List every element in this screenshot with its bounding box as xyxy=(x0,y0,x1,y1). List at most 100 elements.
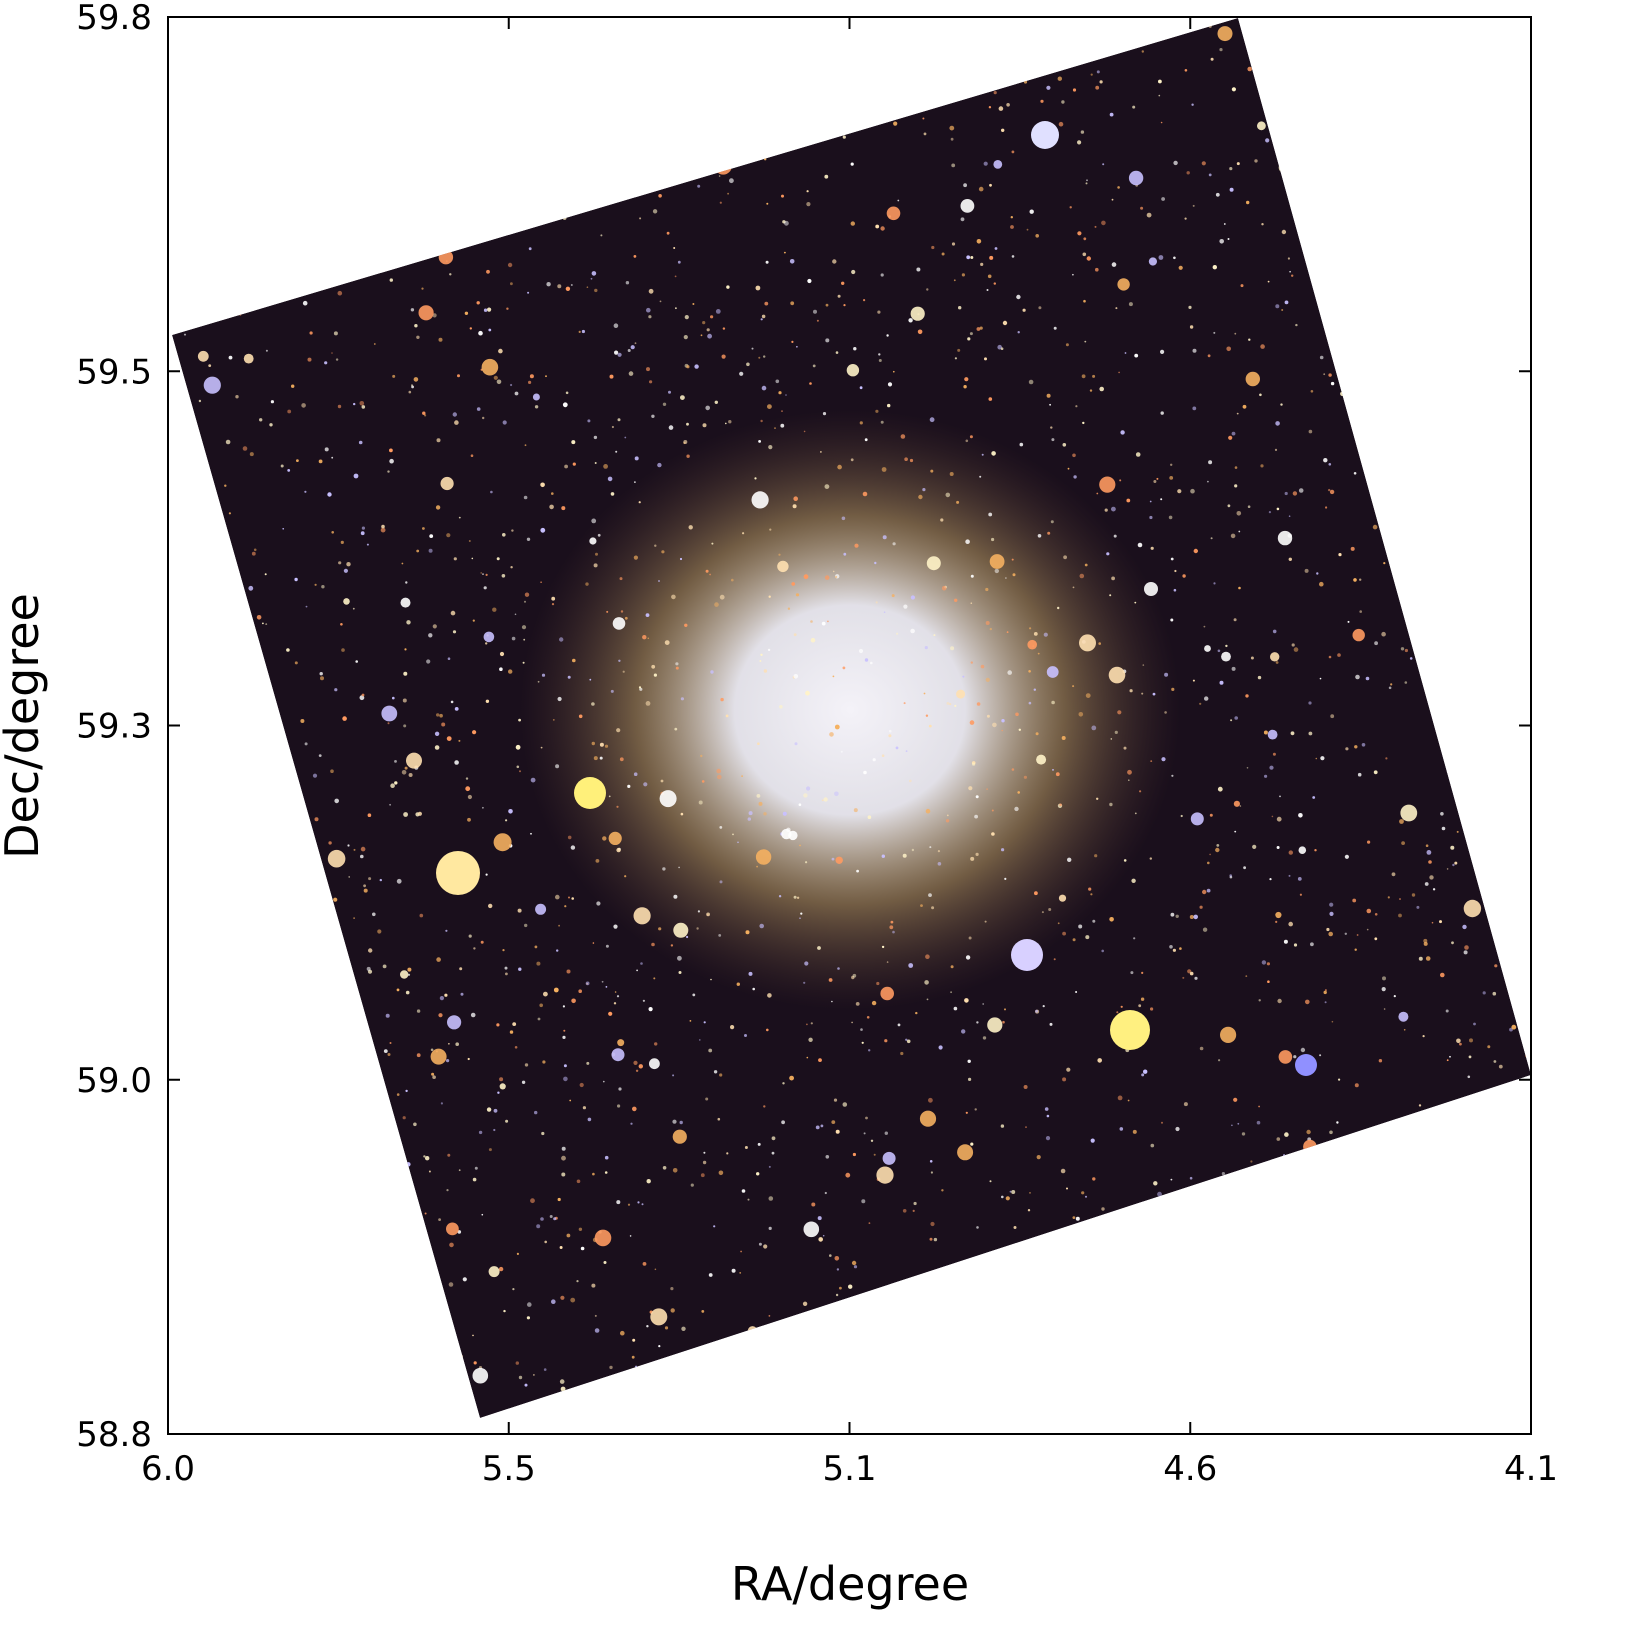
star xyxy=(534,405,539,409)
star xyxy=(786,126,791,130)
star xyxy=(851,127,856,131)
star xyxy=(1000,1124,1005,1128)
star xyxy=(1132,1129,1137,1134)
star xyxy=(604,1171,608,1174)
star xyxy=(648,315,652,319)
star xyxy=(1392,1189,1396,1193)
star xyxy=(352,607,355,610)
star xyxy=(827,131,832,136)
star xyxy=(593,435,598,440)
star xyxy=(860,103,865,109)
star xyxy=(1081,1191,1085,1195)
star xyxy=(800,1352,805,1357)
star xyxy=(1029,209,1034,214)
star xyxy=(485,642,488,645)
star xyxy=(1236,412,1239,415)
star xyxy=(432,1075,436,1079)
star xyxy=(1203,625,1206,628)
star xyxy=(1066,1187,1068,1190)
star xyxy=(523,114,527,118)
star xyxy=(726,285,730,289)
star xyxy=(524,600,526,603)
star xyxy=(423,1155,426,1158)
star xyxy=(348,1024,353,1029)
bright-star xyxy=(243,22,252,31)
star xyxy=(1061,736,1066,740)
star xyxy=(436,438,441,443)
star xyxy=(1105,1305,1109,1309)
star xyxy=(908,318,913,323)
star xyxy=(1327,1141,1329,1144)
star xyxy=(366,1377,370,1380)
star xyxy=(1250,656,1254,660)
star xyxy=(1017,791,1020,794)
star xyxy=(530,1198,535,1204)
star xyxy=(905,1038,908,1042)
star xyxy=(396,1093,400,1096)
star xyxy=(826,34,831,39)
star xyxy=(199,886,204,891)
star xyxy=(1058,121,1064,127)
star xyxy=(739,371,744,376)
star xyxy=(1446,769,1451,773)
star xyxy=(642,1262,647,1266)
star xyxy=(1477,359,1483,365)
star xyxy=(1011,150,1015,154)
star xyxy=(559,1379,565,1384)
star xyxy=(689,1361,691,1364)
star xyxy=(824,484,830,489)
star xyxy=(1519,145,1522,148)
star xyxy=(647,637,650,640)
star xyxy=(1292,491,1298,496)
bright-star xyxy=(196,712,204,720)
star xyxy=(1149,500,1152,503)
star xyxy=(840,60,844,64)
star xyxy=(1483,1319,1487,1323)
star xyxy=(421,287,424,290)
star xyxy=(954,598,958,602)
star xyxy=(334,688,338,692)
star xyxy=(438,1218,441,1221)
star xyxy=(697,910,701,913)
star xyxy=(268,848,272,852)
star xyxy=(951,242,956,246)
star xyxy=(1413,130,1419,136)
star xyxy=(605,944,609,948)
star xyxy=(594,288,598,293)
star xyxy=(1343,272,1346,275)
bright-star xyxy=(594,1229,612,1247)
star xyxy=(259,418,263,422)
star xyxy=(756,794,761,798)
star xyxy=(245,740,250,744)
star xyxy=(1219,680,1224,685)
star xyxy=(482,573,484,575)
star xyxy=(464,311,469,315)
star xyxy=(875,409,879,413)
star xyxy=(527,1302,532,1307)
star xyxy=(1475,538,1481,544)
star xyxy=(1346,402,1349,406)
star xyxy=(923,692,926,695)
star xyxy=(1471,1364,1476,1368)
star xyxy=(510,139,516,144)
star xyxy=(320,676,324,681)
star xyxy=(883,611,886,613)
star xyxy=(1344,932,1348,935)
star xyxy=(1143,1069,1148,1074)
star xyxy=(251,273,254,276)
star xyxy=(684,623,688,627)
star xyxy=(922,488,926,492)
bright-star xyxy=(957,1144,974,1161)
star xyxy=(954,357,958,360)
star xyxy=(1254,159,1258,163)
bright-star xyxy=(633,907,651,925)
star xyxy=(387,1053,391,1056)
star xyxy=(423,1306,426,1309)
star xyxy=(1001,719,1005,723)
star xyxy=(808,1037,813,1043)
star xyxy=(809,382,812,385)
star xyxy=(337,1233,342,1238)
star xyxy=(505,1119,509,1123)
star xyxy=(710,978,712,981)
star xyxy=(434,152,439,157)
